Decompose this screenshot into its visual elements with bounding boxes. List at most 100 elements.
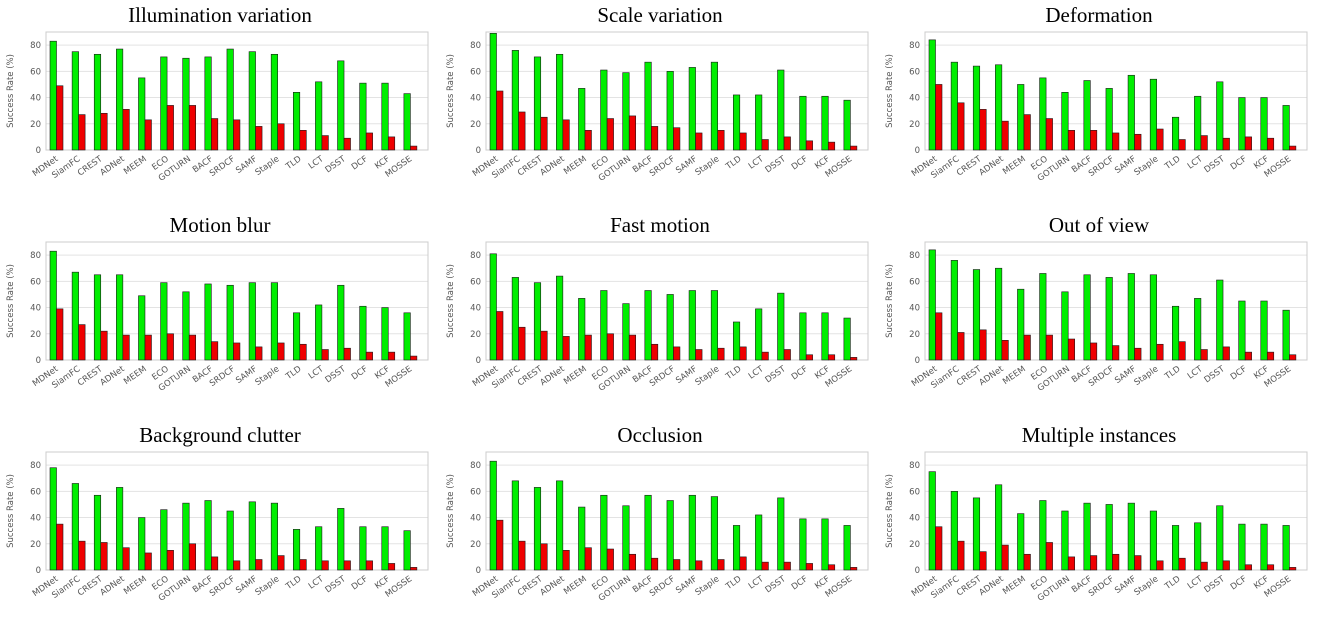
y-axis-label: Success Rate (%) xyxy=(446,54,456,128)
x-tick-label: SRDCF xyxy=(208,364,237,389)
y-tick-label: 20 xyxy=(30,540,41,550)
y-tick-label: 0 xyxy=(915,146,920,156)
y-tick-label: 40 xyxy=(909,94,920,104)
x-tick-label: ADNet xyxy=(977,154,1006,178)
bar-red xyxy=(1023,114,1031,151)
bar-red xyxy=(1200,135,1208,151)
bar-red xyxy=(211,341,219,361)
bar-green xyxy=(160,282,168,361)
bar-green xyxy=(732,525,741,571)
bar-green xyxy=(226,284,234,361)
bar-green xyxy=(578,88,586,151)
y-tick-label: 80 xyxy=(30,251,41,261)
chart-title: Deformation xyxy=(1045,3,1153,27)
bar-red xyxy=(1244,564,1252,571)
bar-green xyxy=(292,92,301,151)
y-tick-label: 60 xyxy=(909,487,920,497)
bar-red xyxy=(410,567,418,571)
bar-green xyxy=(315,304,323,361)
bar-red xyxy=(1045,118,1053,151)
y-axis-label: Success Rate (%) xyxy=(885,54,895,128)
bar-green xyxy=(556,480,564,571)
bar-red xyxy=(387,563,396,571)
bar-red xyxy=(166,105,174,151)
bar-red xyxy=(518,326,526,361)
x-tick-label: DSST xyxy=(764,154,789,176)
bar-red xyxy=(255,126,263,151)
bar-green xyxy=(1083,274,1091,361)
bar-green xyxy=(1105,277,1113,361)
bar-red xyxy=(365,351,373,361)
bar-green xyxy=(1260,97,1268,151)
bar-green xyxy=(381,526,389,571)
bar-red xyxy=(562,336,570,361)
bar-red xyxy=(1200,561,1208,571)
y-tick-label: 40 xyxy=(30,304,41,314)
bar-red xyxy=(1001,340,1009,361)
bar-red xyxy=(783,136,791,151)
bar-red xyxy=(1134,347,1142,361)
y-tick-label: 40 xyxy=(470,514,481,524)
bar-red xyxy=(56,308,64,361)
bar-green xyxy=(556,275,564,361)
bar-red xyxy=(739,346,747,361)
bar-green xyxy=(821,95,829,151)
bar-red xyxy=(78,540,86,571)
bar-red xyxy=(188,543,197,571)
bar-red xyxy=(122,547,130,571)
x-tick-label: DCF xyxy=(350,574,370,592)
bar-red xyxy=(761,139,769,151)
bar-green xyxy=(315,81,323,151)
bar-red xyxy=(1222,137,1230,151)
x-tick-label: Staple xyxy=(254,574,282,598)
y-tick-label: 40 xyxy=(470,304,481,314)
x-tick-label: MEEM xyxy=(1001,364,1028,387)
bar-red xyxy=(717,347,725,361)
bar-red xyxy=(979,329,987,361)
bar-red xyxy=(651,343,659,361)
bar-red xyxy=(166,550,174,571)
bar-green xyxy=(1017,84,1025,151)
bar-red xyxy=(1067,556,1076,571)
x-tick-label: TLD xyxy=(1162,154,1182,172)
x-tick-label: LCT xyxy=(747,154,766,172)
x-tick-label: DCF xyxy=(790,364,810,382)
bar-red xyxy=(761,351,769,361)
bar-red xyxy=(827,141,836,151)
y-tick-label: 80 xyxy=(909,461,920,471)
bar-green xyxy=(204,283,212,361)
bar-green xyxy=(270,53,278,151)
bar-green xyxy=(1083,80,1091,151)
x-tick-label: DCF xyxy=(790,154,810,172)
bar-red xyxy=(233,560,241,571)
chart-panel: Occlusion 0 20 40 60 80 Success Rate (%) MDNet S… xyxy=(440,420,880,626)
bar-red xyxy=(584,547,592,571)
bar-red xyxy=(1178,557,1186,571)
bar-red xyxy=(628,553,637,571)
bar-green xyxy=(710,290,718,361)
bar-green xyxy=(556,53,564,151)
y-tick-label: 80 xyxy=(909,251,920,261)
y-tick-label: 60 xyxy=(30,487,41,497)
bar-red xyxy=(56,85,64,151)
y-tick-label: 60 xyxy=(470,67,481,77)
y-tick-label: 80 xyxy=(470,251,481,261)
bar-green xyxy=(1017,288,1025,361)
bar-red xyxy=(1134,133,1142,151)
bar-red xyxy=(144,334,152,361)
x-tick-label: TLD xyxy=(283,364,303,382)
x-tick-label: DCF xyxy=(790,574,810,592)
bar-green xyxy=(1216,81,1224,151)
bar-red xyxy=(410,355,418,361)
x-tick-label: DSST xyxy=(1203,574,1228,596)
x-tick-label: LCT xyxy=(1186,154,1205,172)
bar-red xyxy=(850,357,858,361)
bar-red xyxy=(188,334,197,361)
bar-red xyxy=(761,561,769,571)
x-tick-label: DSST xyxy=(1203,364,1228,386)
y-tick-label: 20 xyxy=(909,540,920,550)
bar-green xyxy=(93,494,102,571)
